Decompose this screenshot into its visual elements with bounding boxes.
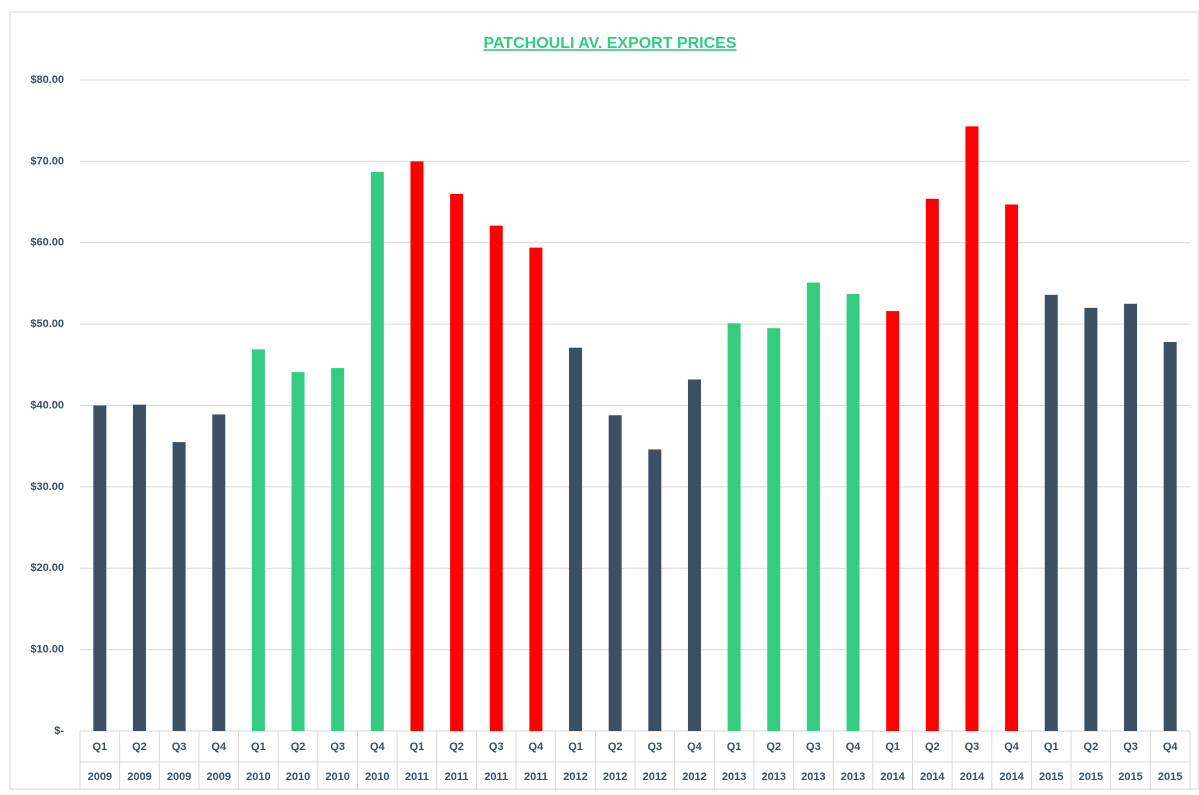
x-tick-label: Q3: [489, 741, 504, 753]
bar: [251, 349, 265, 731]
y-tick-label: $80.00: [30, 74, 64, 86]
x-tick-label: 2011: [524, 771, 548, 783]
y-tick-label: $60.00: [30, 237, 64, 249]
x-tick-label: 2012: [682, 771, 706, 783]
bar: [925, 198, 939, 731]
x-tick-label: 2010: [246, 771, 270, 783]
x-tick-label: Q2: [608, 741, 623, 753]
bar: [331, 368, 345, 731]
x-tick-label: Q1: [251, 741, 266, 753]
bar: [1005, 204, 1019, 731]
x-tick-label: 2014: [999, 771, 1024, 783]
x-tick-label: 2014: [920, 771, 945, 783]
x-tick-label: 2015: [1039, 771, 1063, 783]
bar: [410, 161, 424, 731]
bar: [806, 282, 820, 731]
x-tick-label: 2014: [880, 771, 905, 783]
x-tick-label: 2011: [445, 771, 469, 783]
x-tick-label: 2009: [127, 771, 151, 783]
bar: [93, 405, 107, 731]
x-tick-label: Q2: [925, 741, 940, 753]
x-tick-label: 2009: [167, 771, 191, 783]
x-tick-label: Q4: [1163, 741, 1179, 753]
x-tick-label: Q1: [727, 741, 742, 753]
bar: [489, 225, 503, 731]
x-tick-label: Q4: [1004, 741, 1020, 753]
x-tick-label: Q4: [370, 741, 386, 753]
y-tick-label: $70.00: [30, 155, 64, 167]
x-tick-label: Q4: [211, 741, 227, 753]
x-tick-label: Q4: [529, 741, 545, 753]
bar: [1084, 307, 1098, 731]
x-tick-label: Q3: [330, 741, 345, 753]
y-tick-label: $50.00: [30, 318, 64, 330]
x-tick-label: Q3: [172, 741, 187, 753]
bar: [886, 311, 900, 731]
y-tick-label: $-: [54, 725, 64, 737]
x-tick-label: 2009: [207, 771, 231, 783]
x-tick-label: Q3: [965, 741, 980, 753]
x-tick-label: 2012: [563, 771, 587, 783]
bar: [450, 193, 464, 732]
x-tick-label: Q3: [1123, 741, 1138, 753]
bar: [608, 415, 622, 731]
bar: [648, 449, 662, 731]
x-tick-label: Q2: [132, 741, 147, 753]
x-tick-label: 2010: [365, 771, 389, 783]
bar: [212, 414, 226, 731]
bar: [846, 294, 860, 731]
x-tick-label: 2011: [405, 771, 429, 783]
x-tick-label: Q1: [885, 741, 900, 753]
x-tick-label: 2015: [1158, 771, 1182, 783]
y-tick-label: $30.00: [30, 481, 64, 493]
x-tick-label: 2015: [1079, 771, 1103, 783]
bar: [727, 323, 741, 731]
bar: [172, 442, 186, 731]
x-tick-label: 2013: [722, 771, 746, 783]
x-tick-label: 2011: [484, 771, 508, 783]
x-tick-label: 2010: [286, 771, 310, 783]
x-tick-label: 2013: [801, 771, 825, 783]
chart-frame: [9, 11, 1199, 790]
x-tick-label: Q2: [291, 741, 306, 753]
chart-title: PATCHOULI AV. EXPORT PRICES: [483, 35, 736, 52]
x-tick-label: Q1: [1044, 741, 1059, 753]
y-tick-label: $40.00: [30, 399, 64, 411]
y-tick-label: $10.00: [30, 644, 64, 656]
x-tick-label: Q3: [806, 741, 821, 753]
x-tick-label: 2014: [960, 771, 985, 783]
bar: [370, 171, 384, 732]
x-tick-label: 2010: [325, 771, 349, 783]
x-tick-label: Q4: [846, 741, 862, 753]
x-tick-label: 2012: [643, 771, 667, 783]
x-tick-label: 2013: [762, 771, 786, 783]
x-tick-label: 2009: [88, 771, 112, 783]
bar: [1163, 342, 1177, 731]
bar: [291, 372, 305, 731]
x-tick-label: Q1: [92, 741, 107, 753]
bar: [1044, 294, 1058, 731]
y-tick-label: $20.00: [30, 562, 64, 574]
x-tick-label: 2013: [841, 771, 865, 783]
bar: [132, 404, 146, 731]
x-tick-label: Q1: [410, 741, 425, 753]
bar: [529, 247, 543, 731]
x-tick-label: Q2: [1084, 741, 1099, 753]
x-tick-label: Q1: [568, 741, 583, 753]
bar: [767, 328, 781, 731]
x-tick-label: Q4: [687, 741, 703, 753]
x-tick-label: Q2: [449, 741, 464, 753]
x-tick-label: 2015: [1118, 771, 1142, 783]
bar: [1124, 303, 1138, 731]
x-tick-label: Q2: [766, 741, 781, 753]
bar: [965, 126, 979, 732]
x-tick-label: Q3: [647, 741, 662, 753]
bar: [687, 379, 701, 731]
bar: [569, 347, 583, 731]
x-tick-label: 2012: [603, 771, 627, 783]
